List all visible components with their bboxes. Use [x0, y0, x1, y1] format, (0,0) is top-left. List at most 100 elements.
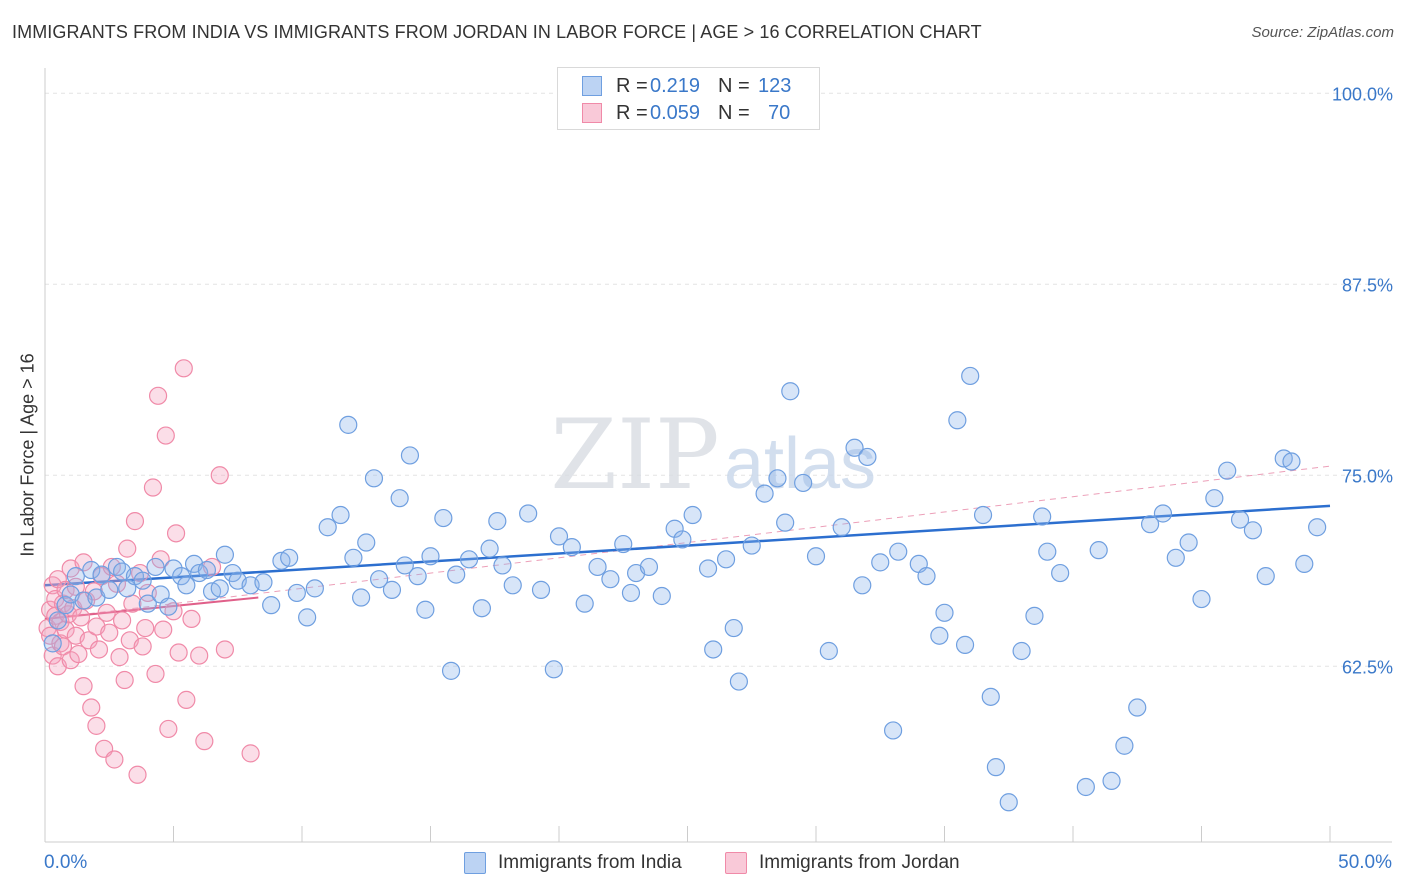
india-point: [883, 721, 903, 740]
india-point: [819, 641, 838, 661]
stats-row-jordan: R = 0.059 N = 70: [582, 101, 790, 125]
chart-title: IMMIGRANTS FROM INDIA VS IMMIGRANTS FROM…: [12, 22, 982, 42]
india-point: [1012, 641, 1031, 661]
india-point: [177, 576, 196, 595]
india-point: [146, 557, 165, 577]
series-india-points: [43, 366, 1327, 812]
india-point: [858, 447, 877, 467]
india-point: [305, 579, 324, 598]
india-point: [639, 557, 659, 577]
jordan-point: [128, 765, 147, 784]
jordan-point: [143, 478, 163, 497]
india-point: [1308, 518, 1327, 537]
jordan-point: [174, 359, 193, 378]
india-point: [390, 489, 409, 508]
trend-line-jordan-extended: [44, 465, 1331, 620]
india-point: [408, 567, 427, 586]
india-point: [447, 565, 466, 584]
india-point: [48, 611, 67, 630]
india-point: [287, 583, 306, 603]
watermark-zip: ZIP: [550, 399, 719, 511]
r-label: R =: [616, 74, 648, 97]
jordan-point: [215, 640, 234, 659]
legend-item-india: Immigrants from India: [464, 852, 682, 874]
india-point: [889, 542, 908, 561]
jordan-point: [125, 512, 145, 531]
trend-line-jordan: [44, 596, 259, 620]
india-point: [794, 473, 813, 493]
india-point: [1256, 567, 1275, 586]
jordan-point: [166, 524, 186, 543]
india-point: [339, 415, 358, 434]
india-point: [698, 559, 718, 578]
jordan-point: [177, 690, 196, 709]
legend-label-india: Immigrants from India: [498, 852, 682, 873]
india-point: [434, 508, 453, 528]
india-point: [344, 548, 363, 567]
jordan-point: [56, 620, 75, 639]
jordan-point: [100, 623, 119, 642]
india-point: [66, 567, 85, 586]
y-tick-labels: 100.0% 87.5% 75.0% 62.5%: [1332, 84, 1393, 677]
india-point: [519, 504, 538, 523]
india-point: [1038, 542, 1057, 561]
india-point: [621, 583, 641, 603]
india-point: [1166, 548, 1185, 567]
india-point: [549, 527, 569, 546]
y-tick-label: 100.0%: [1332, 84, 1393, 104]
n-value: 70: [768, 101, 791, 124]
jordan-point: [82, 698, 101, 717]
india-point: [1230, 510, 1250, 529]
jordan-point: [89, 640, 109, 659]
india-point: [673, 530, 692, 549]
jordan-point: [133, 637, 152, 656]
jordan-point: [74, 677, 93, 696]
india-point: [370, 570, 389, 589]
india-point: [43, 634, 62, 653]
india-point: [575, 594, 594, 613]
y-tick-label: 62.5%: [1342, 657, 1393, 677]
india-point: [955, 635, 975, 654]
jordan-point: [97, 603, 116, 622]
axes: [44, 68, 1392, 843]
jordan-point: [105, 750, 124, 769]
india-point: [845, 438, 864, 457]
india-point: [999, 793, 1018, 812]
india-point: [416, 600, 435, 619]
india-point: [1153, 504, 1173, 523]
india-point: [133, 571, 152, 590]
n-label: N =: [718, 74, 750, 97]
india-point: [1243, 521, 1263, 540]
india-swatch: [582, 76, 602, 96]
india-point: [614, 534, 633, 554]
india-point: [871, 553, 890, 572]
jordan-point: [136, 618, 155, 638]
india-point: [716, 550, 736, 569]
jordan-legend-swatch: [725, 852, 747, 874]
n-label: N =: [718, 101, 750, 124]
india-point: [1025, 606, 1044, 625]
jordan-point: [51, 634, 70, 653]
india-point: [138, 594, 157, 613]
india-point: [1192, 589, 1211, 609]
watermark-atlas: atlas: [724, 424, 876, 504]
india-point: [1218, 461, 1237, 480]
india-point: [172, 567, 191, 586]
india-point: [781, 382, 800, 401]
r-label: R =: [616, 101, 648, 124]
india-point: [1051, 563, 1070, 583]
india-point: [853, 576, 872, 595]
india-point: [488, 512, 507, 531]
india-point: [981, 687, 1000, 706]
jordan-point: [148, 386, 168, 405]
india-point: [197, 560, 217, 580]
india-point: [776, 513, 795, 532]
india-point: [832, 518, 851, 537]
india-point: [164, 559, 183, 578]
india-point: [1033, 507, 1052, 526]
jordan-point: [118, 539, 137, 558]
india-point: [1295, 554, 1314, 574]
india-point: [986, 758, 1006, 777]
india-point: [82, 560, 101, 580]
jordan-point: [71, 608, 91, 627]
